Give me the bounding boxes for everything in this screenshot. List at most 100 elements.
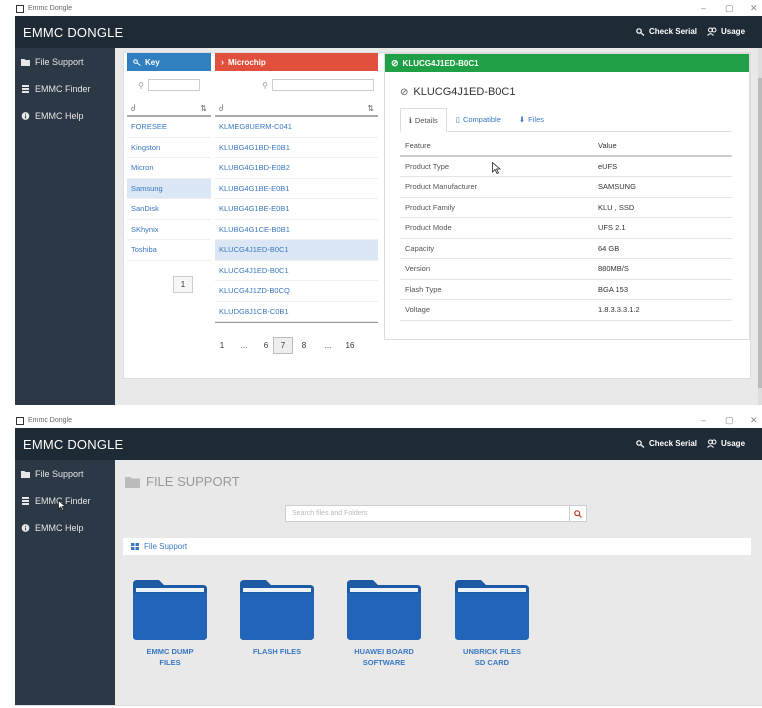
tab-details[interactable]: ℹ Details <box>400 108 447 132</box>
sidebar-item-emmc-help[interactable]: EMMC Help <box>15 514 115 541</box>
page-ellipsis: ... <box>324 340 332 350</box>
details-row: Product Mode UFS 2.1 <box>400 218 732 239</box>
feature-cell: Capacity <box>405 243 435 253</box>
info-icon <box>21 111 30 120</box>
check-serial-button[interactable]: Check Serial <box>636 439 697 448</box>
key-list-item[interactable]: Kingston <box>127 138 211 158</box>
folder-item[interactable] <box>240 578 314 642</box>
key-list-item[interactable]: Toshiba <box>127 240 211 261</box>
sort-icon[interactable]: ⇅ <box>367 103 374 113</box>
folder-label-line: HUAWEI BOARD <box>354 647 414 656</box>
sort-icon[interactable]: ⇅ <box>200 103 207 113</box>
key-list-item[interactable]: SKhynix <box>127 220 211 240</box>
finder-content: Key ⚲ ძ ⇅ FORESEE Kingston Micron Samsung Sa… <box>115 48 762 405</box>
folder-item[interactable] <box>347 578 421 642</box>
key-panel-title: Key <box>145 57 160 67</box>
tab-files[interactable]: ⬇ Files <box>510 108 553 131</box>
key-search-input[interactable] <box>147 79 200 91</box>
users-icon <box>707 27 717 36</box>
maximize-button[interactable]: ▢ <box>725 415 734 425</box>
microchip-list-item[interactable]: KLUBG4G1BE-E0B1 <box>215 179 378 199</box>
key-list-item[interactable]: FORESEE <box>127 117 211 138</box>
folder-item[interactable] <box>455 578 529 642</box>
tab-compatible[interactable]: ▯ Compatible <box>447 108 510 131</box>
minimize-button[interactable]: – <box>701 415 707 425</box>
maximize-button[interactable]: ▢ <box>725 3 734 13</box>
microchip-list-item[interactable]: KLUBG4G1BD-E0B1 <box>215 138 378 158</box>
usage-button[interactable]: Usage <box>707 27 745 36</box>
folder-label[interactable]: FLASH FILES <box>232 646 322 657</box>
folder-icon <box>347 580 421 640</box>
breadcrumb-label[interactable]: File Support <box>144 542 188 551</box>
microchip-list-item[interactable]: KLUCG4J1ED-B0C1 <box>215 261 378 281</box>
folder-icon <box>21 58 30 66</box>
folder-label-line: UNBRICK FILES <box>463 647 521 656</box>
details-row: Capacity 64 GB <box>400 239 732 259</box>
microchip-panel: › Microchip ⚲ ძ ⇅ KLMEG8UERM-C041 KLUBG4G… <box>215 53 378 363</box>
sidebar-item-emmc-finder[interactable]: EMMC Finder <box>15 487 115 514</box>
usage-label: Usage <box>721 439 746 448</box>
microchip-panel-header: › Microchip <box>215 53 378 71</box>
minimize-button[interactable]: – <box>701 3 707 13</box>
info-icon <box>21 523 30 532</box>
details-row: Version 880MB/S <box>400 259 732 280</box>
folder-item[interactable] <box>133 578 207 642</box>
close-button[interactable]: ✕ <box>750 3 758 13</box>
window-title: Emmc Dongle <box>28 417 72 424</box>
search-button[interactable] <box>569 506 586 521</box>
folder-label[interactable]: UNBRICK FILES SD CARD <box>447 646 537 668</box>
microchip-list-item[interactable]: KLUBG4G1CE-B0B1 <box>215 220 378 240</box>
page-button[interactable]: 8 <box>301 340 307 350</box>
microchip-list-item[interactable]: KLUDG8J1CB-C0B1 <box>215 302 378 322</box>
page-button[interactable]: 6 <box>263 340 269 350</box>
key-list-item[interactable]: SanDisk <box>127 199 211 220</box>
sidebar-item-label: EMMC Finder <box>35 495 91 506</box>
folder-label[interactable]: EMMC DUMP FILES <box>125 646 215 668</box>
key-column-header[interactable]: ძ ⇅ <box>127 101 211 117</box>
feature-column-header: Feature <box>405 140 431 150</box>
scrollbar-thumb[interactable] <box>758 78 762 388</box>
scrollbar[interactable] <box>758 48 762 405</box>
sidebar-item-emmc-finder[interactable]: EMMC Finder <box>15 75 115 102</box>
close-button[interactable]: ✕ <box>750 415 758 425</box>
details-table-body: Product Type eUFS Product Manufacturer SAMS… <box>400 157 732 321</box>
search-icon <box>574 509 582 518</box>
sidebar-item-file-support[interactable]: File Support <box>15 48 115 75</box>
file-support-content: FILE SUPPORT Search files and Folders Fi… <box>115 460 762 705</box>
sidebar-item-emmc-help[interactable]: EMMC Help <box>15 102 115 129</box>
microchip-list-item[interactable]: KLUCG4J1ZD-B0CQ <box>215 281 378 302</box>
details-row: Product Family KLU , SSD <box>400 198 732 218</box>
folder-icon <box>133 580 207 640</box>
key-icon <box>636 439 645 448</box>
check-serial-button[interactable]: Check Serial <box>636 27 697 36</box>
page-button-current[interactable]: 7 <box>273 336 293 354</box>
key-page-button[interactable]: 1 <box>173 276 193 293</box>
folder-label-line: EMMC DUMP <box>146 647 194 656</box>
sidebar: File Support EMMC Finder EMMC Help <box>15 48 115 405</box>
sidebar-item-file-support[interactable]: File Support <box>15 460 115 487</box>
database-icon <box>22 496 29 505</box>
key-list-item[interactable]: Micron <box>127 158 211 179</box>
usage-label: Usage <box>721 27 746 36</box>
feature-cell: Product Manufacturer <box>405 182 478 192</box>
page-button[interactable]: 16 <box>345 340 355 350</box>
folder-label[interactable]: HUAWEI BOARD SOFTWARE <box>339 646 429 668</box>
microchip-pagination: 1... 6 7 8... 16 <box>215 336 365 354</box>
brand-title: EMMC DONGLE <box>23 437 124 452</box>
key-list-item[interactable]: Samsung <box>127 178 211 199</box>
search-icon: ⚲ <box>138 80 144 90</box>
microchip-search-input[interactable] <box>272 79 374 91</box>
detail-heading: ⊘ KLUCG4J1ED-B0C1 <box>400 86 515 98</box>
feature-cell: Flash Type <box>405 284 442 294</box>
usage-button[interactable]: Usage <box>707 439 745 448</box>
details-row: Voltage 1.8.3.3.3.1.2 <box>400 300 732 321</box>
file-search-input[interactable]: Search files and Folders <box>292 510 368 517</box>
download-icon: ⬇ <box>518 115 526 124</box>
microchip-list-item[interactable]: KLUBG4G1BD-E0B2 <box>215 158 378 179</box>
microchip-list-item[interactable]: KLUBG4G1BE-E0B1 <box>215 199 378 220</box>
microchip-list-item[interactable]: KLMEG8UERM-C041 <box>215 117 378 138</box>
page-button[interactable]: 1 <box>219 340 225 350</box>
sidebar-item-label: EMMC Help <box>35 110 84 121</box>
microchip-column-header[interactable]: ძ ⇅ <box>215 101 378 117</box>
microchip-list-item[interactable]: KLUCG4J1ED-B0C1 <box>215 240 378 261</box>
